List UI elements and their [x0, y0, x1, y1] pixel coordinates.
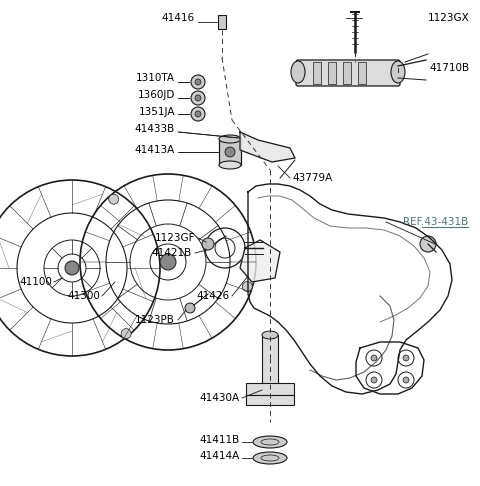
Text: 41416: 41416 [162, 13, 195, 23]
Text: 41414A: 41414A [200, 451, 240, 461]
Text: 43779A: 43779A [292, 173, 332, 183]
Text: 1351JA: 1351JA [139, 107, 175, 117]
Ellipse shape [262, 331, 278, 339]
Text: 1123PB: 1123PB [135, 315, 175, 325]
Circle shape [191, 91, 205, 105]
Circle shape [185, 303, 195, 313]
Text: 41300: 41300 [67, 291, 100, 301]
Circle shape [403, 355, 409, 361]
Text: 41426: 41426 [197, 291, 230, 301]
Polygon shape [240, 240, 280, 282]
Circle shape [225, 147, 235, 157]
Text: 1123GF: 1123GF [155, 233, 195, 243]
Ellipse shape [291, 61, 305, 83]
Text: 41710B: 41710B [430, 63, 470, 73]
Bar [343, 62, 351, 84]
Text: 41433B: 41433B [135, 124, 175, 134]
Bar [358, 62, 366, 84]
Bar [313, 62, 321, 84]
Text: 1360JD: 1360JD [138, 90, 175, 100]
Ellipse shape [253, 436, 287, 448]
Circle shape [195, 79, 201, 85]
Circle shape [160, 254, 176, 270]
Circle shape [371, 377, 377, 383]
Text: 41413A: 41413A [135, 145, 175, 155]
Circle shape [242, 281, 252, 292]
Ellipse shape [219, 161, 241, 169]
Circle shape [195, 95, 201, 101]
Circle shape [403, 377, 409, 383]
Ellipse shape [219, 135, 241, 143]
Bar [262, 335, 278, 390]
Bar [328, 62, 336, 84]
Circle shape [420, 236, 436, 252]
Bar [246, 395, 294, 405]
Text: 1310TA: 1310TA [136, 73, 175, 83]
Circle shape [202, 238, 214, 250]
Circle shape [109, 194, 119, 204]
Circle shape [195, 111, 201, 117]
Polygon shape [240, 132, 295, 162]
Circle shape [191, 107, 205, 121]
Circle shape [121, 329, 131, 339]
Text: 41411B: 41411B [200, 435, 240, 445]
Ellipse shape [253, 452, 287, 464]
Circle shape [371, 355, 377, 361]
FancyBboxPatch shape [296, 60, 400, 86]
Text: 41430A: 41430A [200, 393, 240, 403]
Bar [218, 15, 226, 29]
Bar [246, 383, 294, 395]
Text: REF.43-431B: REF.43-431B [403, 217, 468, 227]
Text: 41100: 41100 [19, 277, 52, 287]
Circle shape [191, 75, 205, 89]
Ellipse shape [391, 61, 405, 83]
Bar [219, 139, 241, 165]
Text: 1123GX: 1123GX [428, 13, 470, 23]
Circle shape [65, 261, 79, 275]
Text: 41421B: 41421B [152, 248, 192, 258]
